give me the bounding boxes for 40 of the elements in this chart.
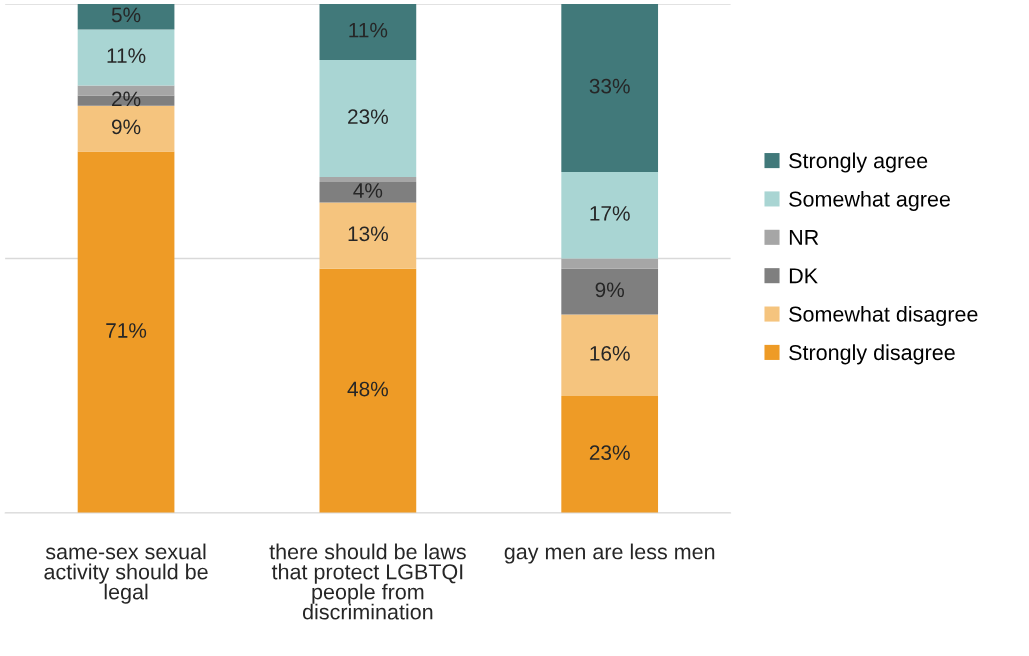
data-label: 33%	[589, 78, 630, 94]
bar	[561, 3, 659, 172]
x-tick-label: same-sex sexual activity should be legal	[44, 543, 208, 604]
legend-label: Strongly agree	[789, 152, 928, 173]
data-label: 11%	[107, 48, 146, 63]
data-label: 9%	[595, 282, 624, 298]
bar	[561, 314, 659, 396]
bar	[319, 3, 417, 60]
data-label: 16%	[590, 346, 630, 361]
legend-label: NR	[789, 230, 819, 245]
data-label: 23%	[589, 445, 630, 461]
x-tick-label: gay men are less men	[504, 543, 715, 564]
data-label: 23%	[348, 109, 388, 125]
legend-label: Strongly disagree	[789, 344, 955, 365]
bar	[319, 202, 417, 269]
bar	[77, 151, 175, 513]
data-label: 9%	[111, 119, 141, 135]
bar	[561, 258, 659, 269]
legend-label: DK	[789, 268, 818, 284]
bar	[561, 395, 659, 513]
x-tick-label: there should be laws that protect LGBTQI people from discrimination	[269, 543, 466, 620]
data-label: 71%	[106, 323, 147, 338]
bar	[319, 268, 417, 513]
data-label: 5%	[111, 7, 141, 23]
bar	[319, 59, 417, 178]
data-label: 4%	[353, 183, 383, 198]
data-label: 2%	[112, 91, 141, 107]
bar	[319, 182, 417, 203]
bar	[561, 171, 659, 259]
legend-label: Somewhat disagree	[789, 305, 978, 327]
bar	[77, 3, 175, 30]
data-label: 11%	[349, 22, 388, 38]
bar	[77, 29, 175, 86]
bar	[561, 268, 659, 315]
data-label: 17%	[590, 206, 630, 221]
bar	[77, 105, 175, 152]
data-label: 13%	[348, 226, 388, 242]
bar	[319, 177, 417, 183]
data-label: 48%	[347, 381, 388, 397]
legend-label: Somewhat agree	[789, 190, 950, 211]
